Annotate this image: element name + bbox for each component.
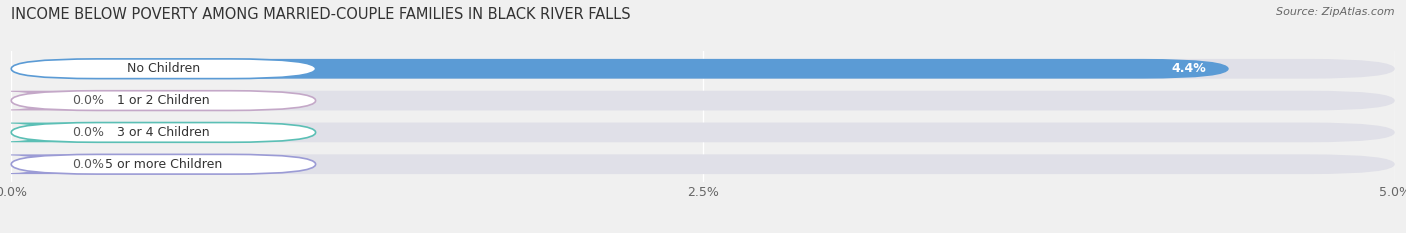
FancyBboxPatch shape (11, 59, 1395, 79)
Text: INCOME BELOW POVERTY AMONG MARRIED-COUPLE FAMILIES IN BLACK RIVER FALLS: INCOME BELOW POVERTY AMONG MARRIED-COUPL… (11, 7, 631, 22)
FancyBboxPatch shape (0, 91, 97, 110)
FancyBboxPatch shape (11, 154, 315, 174)
Text: 4.4%: 4.4% (1171, 62, 1206, 75)
FancyBboxPatch shape (11, 59, 1229, 79)
Text: No Children: No Children (127, 62, 200, 75)
Text: 3 or 4 Children: 3 or 4 Children (117, 126, 209, 139)
FancyBboxPatch shape (11, 123, 315, 142)
FancyBboxPatch shape (11, 91, 1395, 110)
Text: 5 or more Children: 5 or more Children (105, 158, 222, 171)
FancyBboxPatch shape (0, 154, 97, 174)
FancyBboxPatch shape (11, 91, 315, 110)
FancyBboxPatch shape (11, 59, 315, 79)
Text: 1 or 2 Children: 1 or 2 Children (117, 94, 209, 107)
Text: 0.0%: 0.0% (72, 126, 104, 139)
Text: Source: ZipAtlas.com: Source: ZipAtlas.com (1277, 7, 1395, 17)
Text: 0.0%: 0.0% (72, 94, 104, 107)
FancyBboxPatch shape (11, 123, 1395, 142)
FancyBboxPatch shape (0, 123, 97, 142)
FancyBboxPatch shape (11, 154, 1395, 174)
Text: 0.0%: 0.0% (72, 158, 104, 171)
